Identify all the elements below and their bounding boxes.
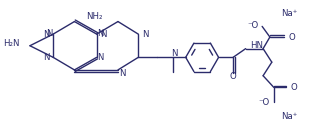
Text: O: O [230,72,236,81]
Text: H₂N: H₂N [3,39,19,48]
Text: N: N [142,30,149,39]
Text: O: O [290,83,297,92]
Text: N: N [171,49,177,58]
Text: N: N [100,30,107,39]
Text: Na⁺: Na⁺ [281,112,298,121]
Text: ⁻O: ⁻O [247,21,258,30]
Text: HN: HN [251,41,264,50]
Text: N: N [43,30,49,39]
Text: ··: ·· [258,45,262,51]
Text: N: N [43,53,49,62]
Text: N: N [46,29,53,38]
Text: Na⁺: Na⁺ [281,9,298,18]
Text: ⁻O: ⁻O [259,98,270,107]
Text: N: N [97,53,104,62]
Text: N: N [119,69,125,78]
Text: NH₂: NH₂ [86,12,103,21]
Text: O: O [288,33,295,42]
Text: N: N [97,29,104,38]
